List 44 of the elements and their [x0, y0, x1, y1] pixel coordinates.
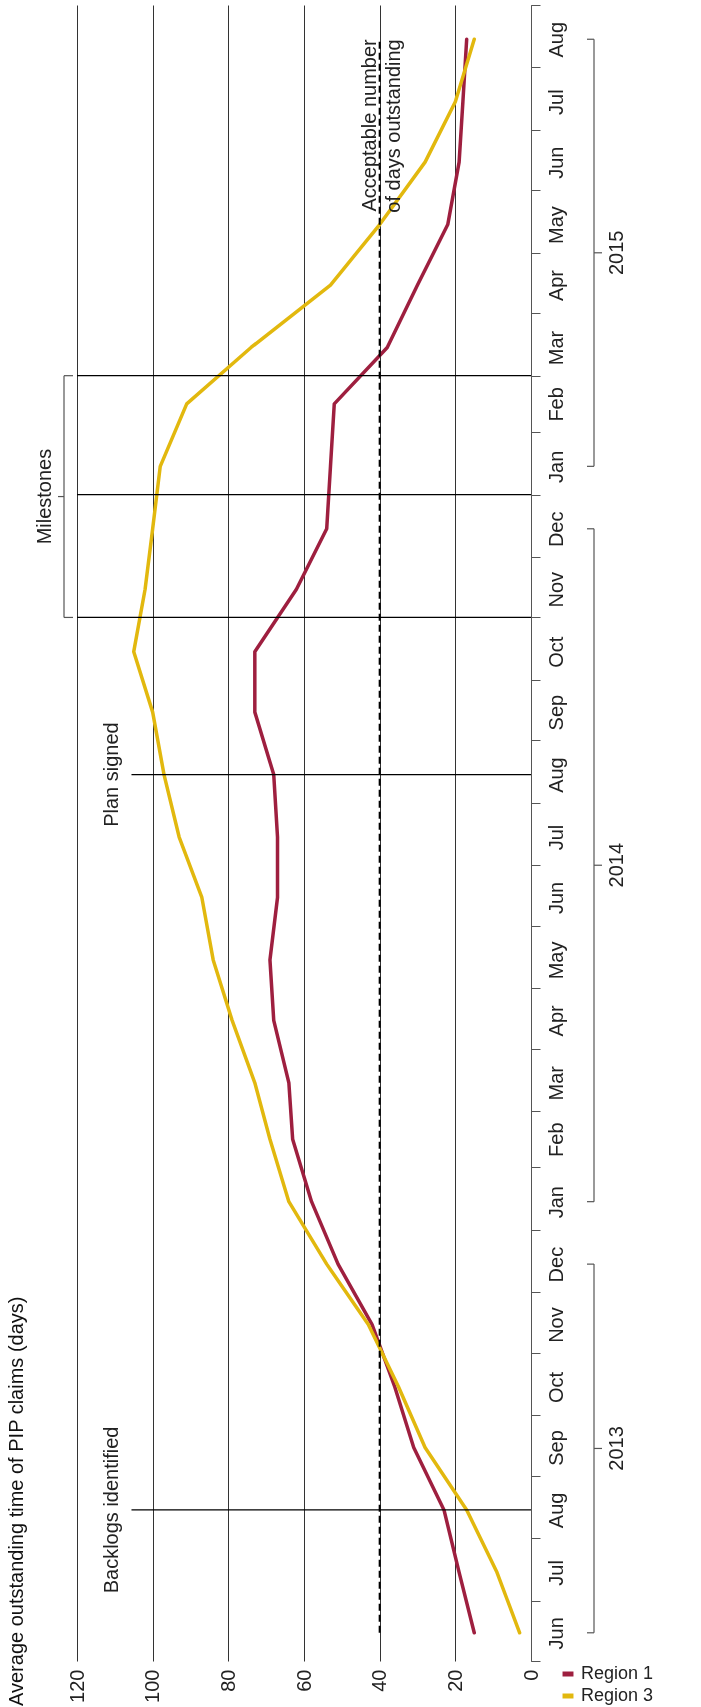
y-tick-label: Jun	[544, 146, 567, 179]
y-tick-label: Nov	[544, 1307, 567, 1343]
y-tick-label: Jun	[544, 1617, 567, 1650]
x-tick-label: 80	[216, 1669, 239, 1692]
y-tick-label: Mar	[544, 330, 567, 366]
y-tick-label: Jun	[544, 881, 567, 915]
y-tick-label: Aug	[544, 1492, 567, 1529]
y-tick-label: Jul	[544, 824, 567, 851]
ref-line-label: Backlogs identified	[100, 1426, 123, 1594]
y-tick-label: Feb	[544, 387, 567, 422]
y-tick-label: Jul	[544, 89, 567, 115]
y-tick-label: Oct	[544, 1371, 567, 1404]
y-tick-label: Nov	[544, 571, 567, 608]
y-tick-label: Dec	[544, 1246, 567, 1283]
x-tick-label: 20	[443, 1669, 466, 1692]
ref-line-label: Plan signed	[100, 722, 123, 827]
ref-line-label: Acceptable number of days outstanding	[357, 38, 404, 213]
y-tick-label: Aug	[544, 757, 567, 793]
x-tick-label: 120	[65, 1669, 88, 1703]
y-tick-label: Sep	[544, 694, 567, 731]
y-tick-label: Feb	[544, 1122, 567, 1157]
y-tick-label: Jul	[544, 1560, 567, 1586]
y-tick-label: Aug	[544, 21, 567, 58]
text: Milestones	[33, 448, 55, 545]
legend-label: Region 1	[581, 1663, 654, 1683]
text: 2013	[605, 1426, 627, 1471]
y-tick-label: Jan	[544, 450, 567, 483]
x-tick-label: 60	[292, 1669, 315, 1692]
y-tick-label: Dec	[544, 511, 567, 548]
x-tick-label: 100	[141, 1669, 164, 1703]
y-tick-label: Jan	[544, 1186, 567, 1219]
legend-label: Region 3	[581, 1685, 654, 1705]
text: 2015	[605, 230, 627, 276]
x-tick-label: 0	[519, 1669, 542, 1681]
y-tick-label: May	[544, 206, 567, 244]
y-tick-label: Apr	[544, 269, 567, 302]
x-tick-label: 40	[368, 1669, 391, 1692]
text: 2014	[605, 842, 627, 888]
y-tick-label: Sep	[544, 1430, 567, 1466]
text: Average outstanding time of PIP claims (days)	[5, 1296, 27, 1706]
y-tick-label: May	[544, 941, 567, 980]
y-tick-label: Oct	[544, 636, 567, 668]
y-tick-label: Apr	[544, 1004, 567, 1037]
y-tick-label: Mar	[544, 1065, 567, 1101]
